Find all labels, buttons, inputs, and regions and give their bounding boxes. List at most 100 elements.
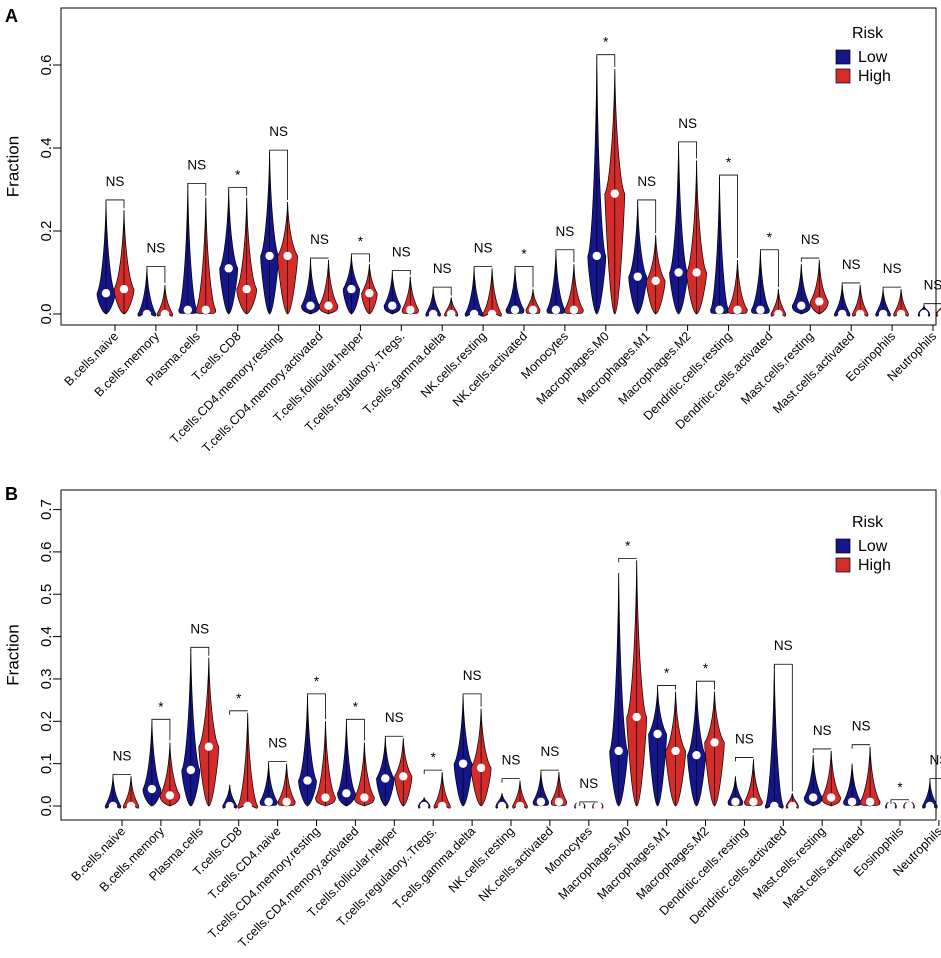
median-point bbox=[476, 763, 486, 773]
significance-label: * bbox=[358, 234, 364, 249]
significance-bracket bbox=[229, 710, 248, 715]
median-point bbox=[224, 264, 233, 273]
median-point bbox=[692, 268, 701, 277]
x-tick-label: T.cells.CD4.naive bbox=[206, 824, 284, 902]
y-tick-label: 0.4 bbox=[38, 626, 55, 647]
median-point bbox=[108, 801, 118, 811]
y-tick-label: 0.1 bbox=[38, 753, 55, 774]
median-point bbox=[551, 305, 561, 315]
significance-bracket bbox=[105, 199, 125, 209]
legend-label-high: High bbox=[858, 557, 891, 574]
significance-label: NS bbox=[735, 731, 754, 746]
significance-label: NS bbox=[930, 753, 941, 768]
median-point bbox=[554, 797, 564, 806]
median-point bbox=[515, 801, 525, 811]
significance-label: * bbox=[353, 699, 359, 714]
significance-label: NS bbox=[556, 224, 575, 239]
x-tick-label: Macrophages.M0 bbox=[556, 824, 634, 902]
significance-bracket bbox=[384, 735, 404, 741]
panel-label: A bbox=[5, 6, 18, 26]
legend-swatch-low bbox=[835, 538, 851, 554]
median-point bbox=[264, 797, 273, 806]
median-point bbox=[569, 305, 579, 315]
plot-frame bbox=[60, 489, 937, 821]
median-point bbox=[674, 268, 683, 277]
significance-bracket bbox=[800, 257, 820, 263]
median-point bbox=[160, 309, 170, 319]
median-point bbox=[528, 305, 538, 315]
median-point bbox=[142, 309, 152, 319]
significance-label: * bbox=[767, 230, 773, 245]
x-tick-label: Macrophages.M1 bbox=[575, 329, 653, 407]
significance-label: NS bbox=[579, 776, 598, 791]
significance-label: * bbox=[625, 538, 631, 553]
significance-bracket bbox=[146, 265, 166, 283]
significance-label: NS bbox=[310, 232, 329, 247]
significance-bracket bbox=[812, 748, 832, 753]
median-point bbox=[925, 801, 935, 811]
significance-label: * bbox=[603, 35, 609, 50]
median-point bbox=[183, 305, 192, 315]
significance-bracket bbox=[151, 718, 171, 741]
median-point bbox=[242, 284, 251, 294]
significance-label: * bbox=[158, 699, 164, 714]
significance-bracket bbox=[696, 680, 715, 690]
significance-label: * bbox=[703, 661, 709, 676]
median-point bbox=[856, 309, 865, 319]
x-tick-label: NK.cells.activated bbox=[450, 329, 530, 409]
median-point bbox=[756, 305, 765, 315]
median-point bbox=[399, 772, 408, 781]
median-point bbox=[733, 305, 742, 315]
significance-label: NS bbox=[541, 744, 560, 759]
median-point bbox=[321, 793, 330, 802]
y-tick-label: 0.6 bbox=[38, 541, 55, 562]
plot-frame bbox=[60, 7, 937, 326]
median-point bbox=[575, 801, 584, 811]
x-tick-label: Macrophages.M2 bbox=[633, 824, 711, 902]
median-point bbox=[896, 309, 906, 319]
significance-label: NS bbox=[147, 240, 166, 255]
median-point bbox=[283, 251, 292, 261]
significance-label: NS bbox=[852, 719, 871, 734]
y-tick-label: 0.3 bbox=[38, 669, 55, 690]
median-point bbox=[101, 289, 111, 298]
median-point bbox=[186, 765, 195, 775]
median-point bbox=[510, 305, 520, 315]
median-point bbox=[306, 301, 315, 310]
y-axis-label: Fraction bbox=[3, 624, 22, 685]
significance-label: NS bbox=[774, 638, 793, 653]
significance-label: * bbox=[235, 168, 241, 183]
significance-bracket bbox=[501, 778, 520, 783]
significance-bracket bbox=[735, 757, 754, 762]
median-point bbox=[497, 801, 507, 811]
median-point bbox=[919, 309, 929, 319]
significance-label: NS bbox=[883, 261, 902, 276]
median-point bbox=[303, 776, 312, 785]
x-tick-label: Macrophages.M0 bbox=[534, 329, 612, 407]
legend-title: Risk bbox=[852, 25, 884, 42]
median-point bbox=[797, 301, 806, 310]
median-point bbox=[715, 305, 724, 315]
legend-swatch-low bbox=[835, 49, 851, 65]
significance-bracket bbox=[351, 253, 370, 263]
legend-label-low: Low bbox=[858, 538, 888, 555]
significance-bracket bbox=[579, 801, 598, 806]
panel-label: B bbox=[5, 484, 18, 504]
x-tick-label: Mast.cells.resting bbox=[738, 329, 816, 407]
significance-bracket bbox=[678, 141, 697, 159]
median-point bbox=[406, 305, 415, 315]
median-point bbox=[388, 301, 397, 310]
y-tick-label: 0.0 bbox=[38, 304, 55, 325]
significance-label: NS bbox=[392, 245, 411, 260]
legend-title: Risk bbox=[852, 514, 884, 531]
median-point bbox=[610, 189, 619, 198]
median-point bbox=[381, 774, 390, 783]
significance-bracket bbox=[190, 646, 210, 656]
significance-label: NS bbox=[385, 710, 404, 725]
significance-bracket bbox=[923, 303, 941, 308]
median-point bbox=[487, 309, 497, 319]
significance-bracket bbox=[540, 769, 559, 775]
significance-label: NS bbox=[924, 278, 941, 293]
significance-bracket bbox=[310, 257, 329, 263]
significance-bracket bbox=[637, 199, 657, 234]
